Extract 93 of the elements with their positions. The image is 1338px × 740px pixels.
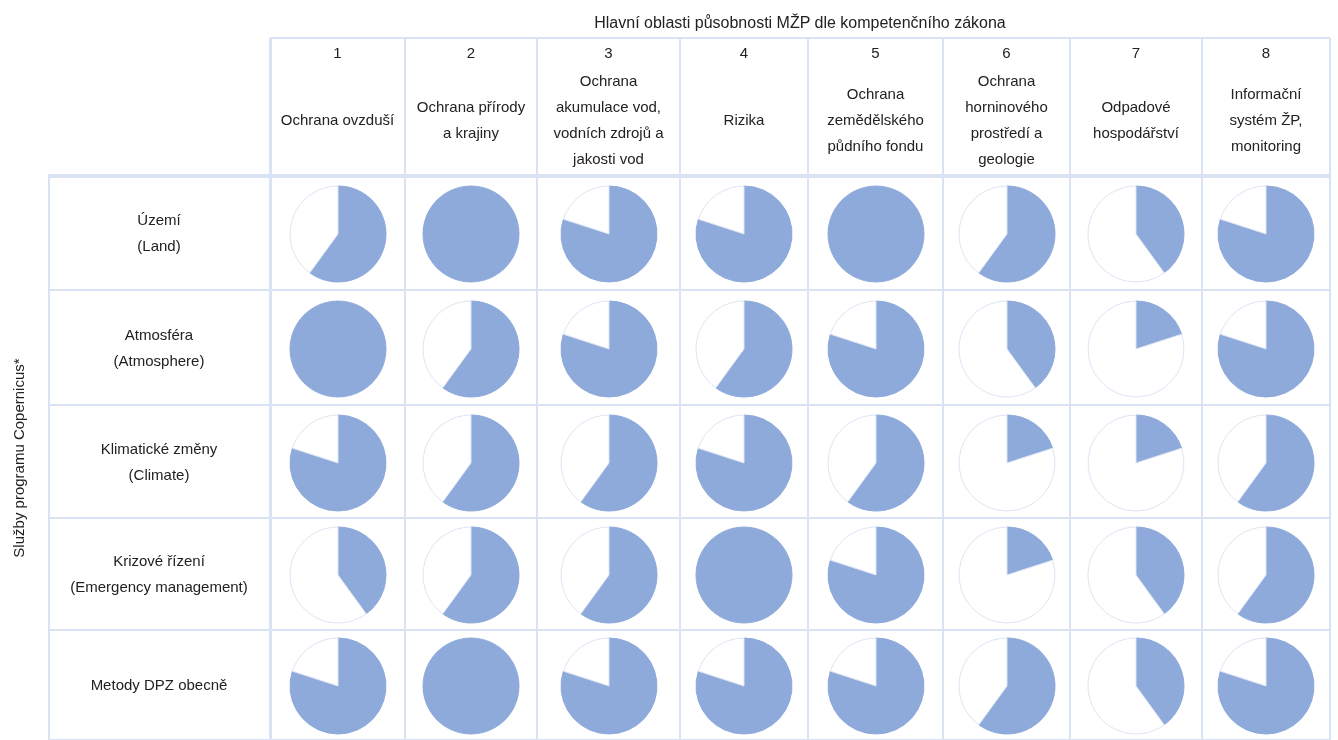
chart-title: Ochrana zemědělského půdního fondu bbox=[826, 84, 925, 156]
pie-slice bbox=[1217, 637, 1315, 735]
chart-subtitle: 5 bbox=[870, 44, 881, 61]
chart-title: Ochrana akumulace vod, vodních zdrojů a jakosti vod bbox=[552, 71, 665, 169]
pie-slice bbox=[827, 637, 924, 735]
pie-slice bbox=[422, 526, 472, 615]
pie-slice bbox=[695, 300, 745, 388]
pie-slice bbox=[562, 637, 609, 687]
pie-slice bbox=[1217, 414, 1267, 502]
pie-slice bbox=[422, 414, 472, 502]
pie-slice bbox=[291, 637, 338, 687]
pie-slice bbox=[695, 414, 793, 511]
pie-slice bbox=[1087, 637, 1165, 735]
pie-slice bbox=[1219, 637, 1267, 687]
pie-slice bbox=[291, 414, 338, 463]
pie-slice bbox=[1087, 414, 1185, 511]
pie-slice bbox=[1006, 300, 1055, 388]
text: Klimatické změny (Climate) bbox=[100, 438, 218, 485]
chart-title: Rizika bbox=[723, 110, 765, 130]
pie-slice bbox=[562, 185, 609, 234]
pie-slice bbox=[1219, 300, 1267, 349]
chart-title: Odpadové hospodářství bbox=[1092, 97, 1180, 143]
pie-slice bbox=[1135, 637, 1185, 726]
pie-slice bbox=[715, 300, 793, 397]
pie-slice bbox=[1135, 526, 1185, 615]
pie-slice bbox=[829, 637, 876, 687]
pie-slice bbox=[1217, 300, 1315, 397]
pie-slice bbox=[562, 300, 609, 349]
pie-slice bbox=[958, 637, 1007, 726]
pie-slice bbox=[697, 185, 745, 234]
pie-slice bbox=[827, 526, 924, 624]
pie-slice bbox=[560, 185, 657, 282]
pie-slice bbox=[442, 414, 520, 511]
chart-title: Ochrana horninového prostředí a geologie bbox=[964, 71, 1049, 169]
pie-slice bbox=[289, 526, 367, 624]
pie-slice bbox=[1006, 526, 1053, 576]
pie-slice bbox=[560, 526, 609, 615]
text: Atmosféra (Atmosphere) bbox=[113, 324, 205, 371]
pie-slice bbox=[1087, 300, 1185, 397]
text: Služby programu Copernicus* bbox=[9, 357, 27, 558]
chart-title: Ochrana přírody a krajiny bbox=[415, 97, 527, 143]
text: Krizové řízení (Emergency management) bbox=[70, 551, 248, 597]
chart-subtitle: 8 bbox=[1260, 44, 1272, 61]
pie-slice bbox=[1217, 526, 1267, 615]
pie-slice bbox=[829, 526, 876, 576]
pie-slice bbox=[560, 637, 657, 735]
pie-slice bbox=[560, 300, 657, 397]
pie-slice bbox=[958, 526, 1055, 624]
pie-slice bbox=[1135, 414, 1183, 463]
chart-subtitle: 4 bbox=[738, 44, 750, 61]
text: Hlavní oblasti působnosti MŽP dle kompetenčního zákona bbox=[593, 14, 1007, 32]
pie-slice bbox=[422, 300, 472, 388]
pie-slice bbox=[1087, 526, 1165, 624]
pie-slice bbox=[846, 414, 924, 511]
pie-slice bbox=[337, 526, 386, 615]
pie-slice bbox=[560, 414, 609, 502]
pie-slice bbox=[1217, 185, 1315, 282]
pie-slice bbox=[289, 637, 386, 735]
pie-slice bbox=[442, 300, 520, 397]
pie-slice bbox=[829, 300, 876, 349]
pie-slice bbox=[1135, 300, 1183, 349]
pie-slice bbox=[958, 414, 1055, 511]
pie-slice bbox=[977, 185, 1055, 282]
chart-title: Informační systém ŽP, monitoring bbox=[1228, 84, 1304, 156]
pie-slice bbox=[977, 637, 1055, 735]
chart-title: Ochrana ovzduší bbox=[280, 110, 395, 130]
pie-slice bbox=[308, 185, 386, 282]
pie-slice bbox=[1006, 414, 1053, 463]
pie-slice bbox=[958, 300, 1036, 397]
pie-slice bbox=[958, 185, 1007, 273]
pie-slice bbox=[289, 414, 386, 511]
pie-slice bbox=[827, 300, 924, 397]
pie-slice bbox=[695, 637, 793, 735]
pie-slice bbox=[1135, 185, 1185, 273]
chart-subtitle: 6 bbox=[1001, 44, 1012, 61]
pie-slice bbox=[1237, 526, 1315, 624]
pie-slice bbox=[695, 185, 793, 282]
text: Metody DPZ obecně bbox=[90, 675, 228, 695]
pie-slice bbox=[1087, 185, 1165, 282]
pie-slice bbox=[579, 526, 657, 624]
pie-slice bbox=[442, 526, 520, 624]
text: Území (Land) bbox=[137, 209, 181, 256]
pie-slice bbox=[827, 414, 876, 502]
chart-subtitle: 7 bbox=[1130, 44, 1142, 61]
chart-subtitle: 2 bbox=[465, 44, 477, 61]
pie-slice bbox=[697, 414, 745, 463]
pie-slice bbox=[1219, 185, 1267, 234]
pie-slice bbox=[697, 637, 745, 687]
pie-slice bbox=[1237, 414, 1315, 511]
pie-slice bbox=[289, 185, 338, 273]
pie-slice bbox=[579, 414, 657, 511]
chart-subtitle: 3 bbox=[603, 44, 614, 61]
chart-subtitle: 1 bbox=[332, 44, 343, 61]
